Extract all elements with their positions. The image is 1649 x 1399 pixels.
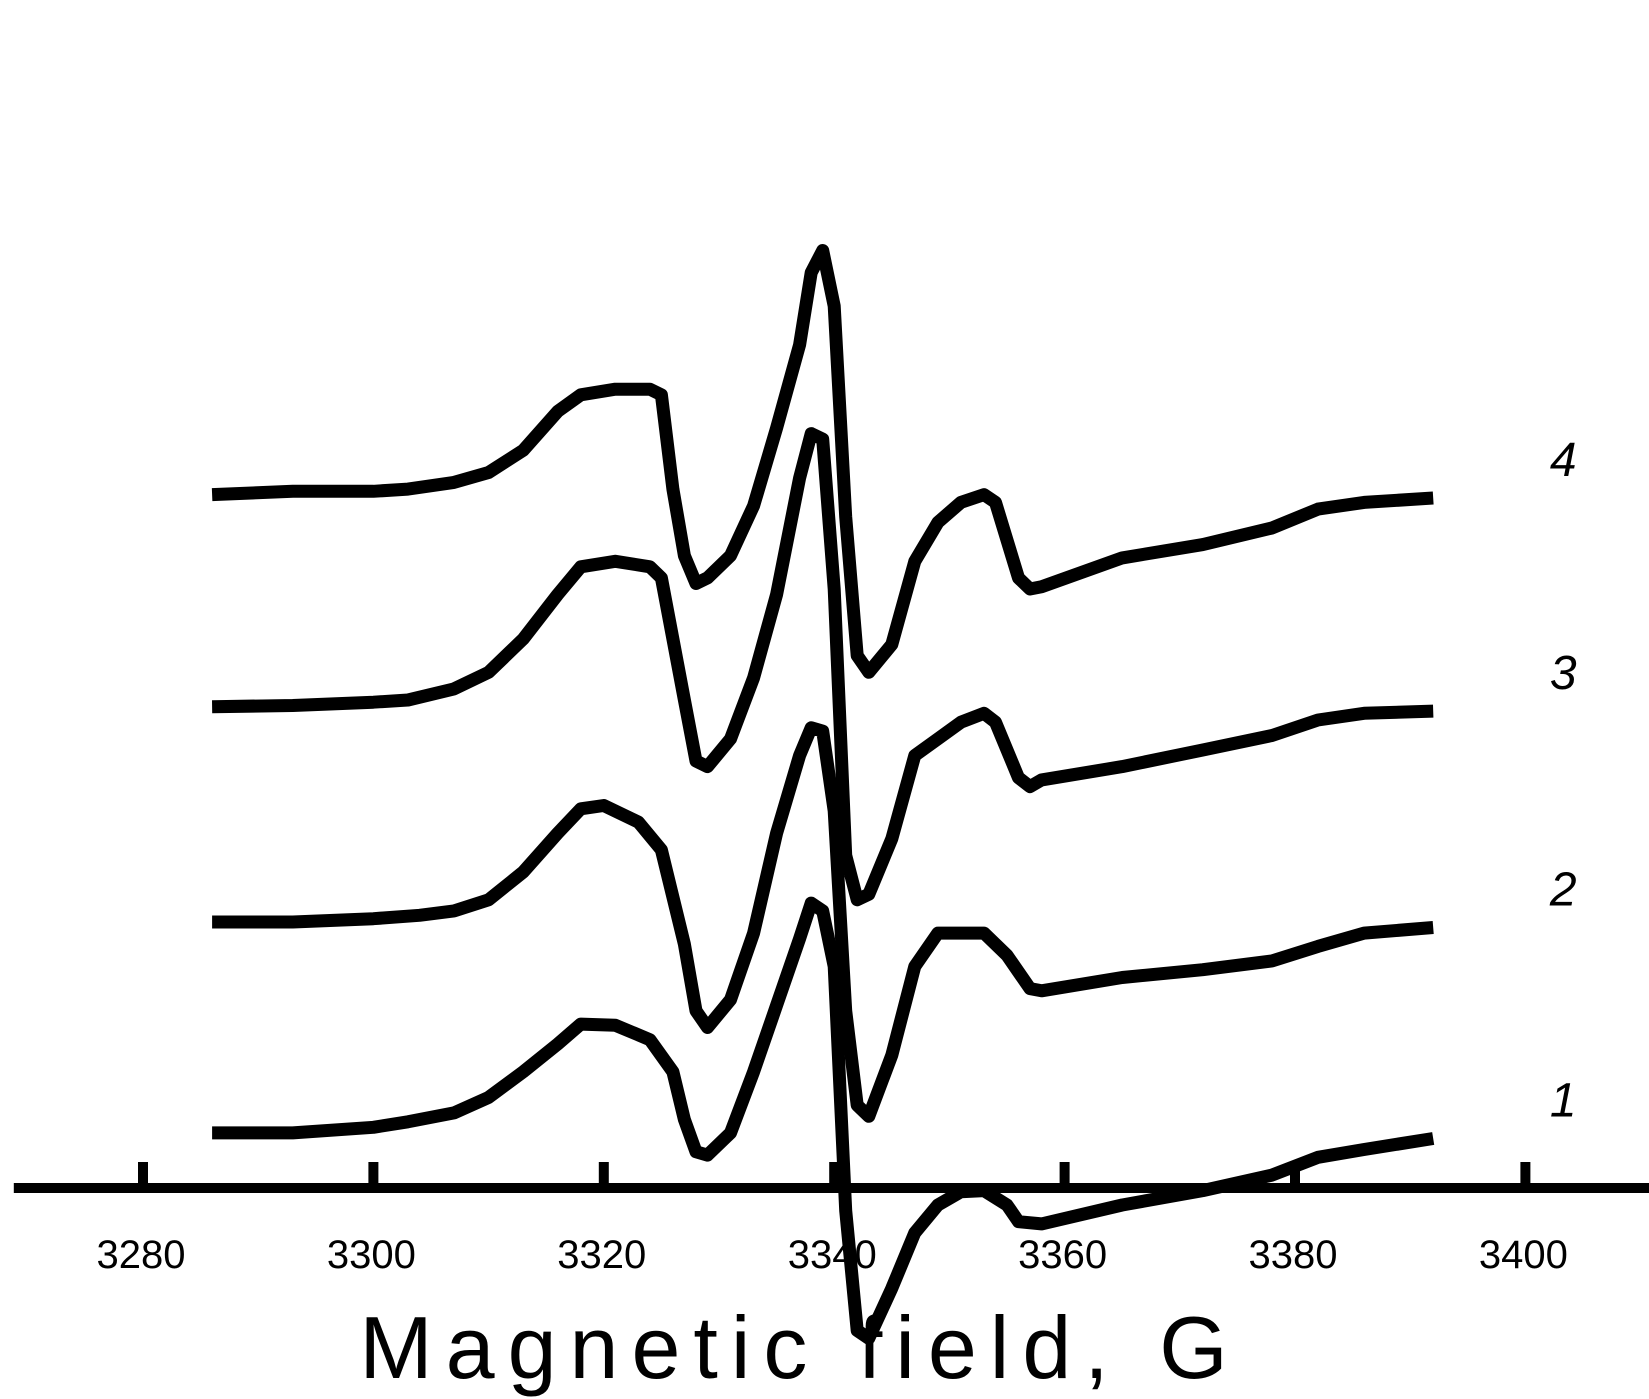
series-layer: 1 2 3 4 bbox=[211, 244, 1577, 1345]
series-label-2: 2 bbox=[1549, 864, 1577, 917]
x-tick-label-3380: 3380 bbox=[1249, 1233, 1338, 1277]
x-axis-title: Magnetic field, G bbox=[359, 1298, 1240, 1397]
spectrum-line-4 bbox=[211, 244, 1434, 679]
x-tick-label-3280: 3280 bbox=[97, 1233, 186, 1277]
spectrum-line-3 bbox=[212, 427, 1434, 907]
x-tick-label-3340: 3340 bbox=[788, 1233, 877, 1277]
x-tick-label-3300: 3300 bbox=[327, 1233, 416, 1277]
series-label-4: 4 bbox=[1550, 434, 1577, 487]
x-tick-label-3320: 3320 bbox=[557, 1233, 646, 1277]
spectrum-line-2 bbox=[212, 721, 1434, 1123]
series-label-1: 1 bbox=[1550, 1074, 1577, 1127]
x-axis: 3280 3300 3320 3340 3360 3380 3400 bbox=[13, 1162, 1649, 1277]
x-tick-label-3360: 3360 bbox=[1018, 1233, 1107, 1277]
series-label-3: 3 bbox=[1550, 647, 1577, 700]
spectrum-line-1 bbox=[212, 896, 1435, 1345]
x-tick-label-3400: 3400 bbox=[1479, 1233, 1568, 1277]
